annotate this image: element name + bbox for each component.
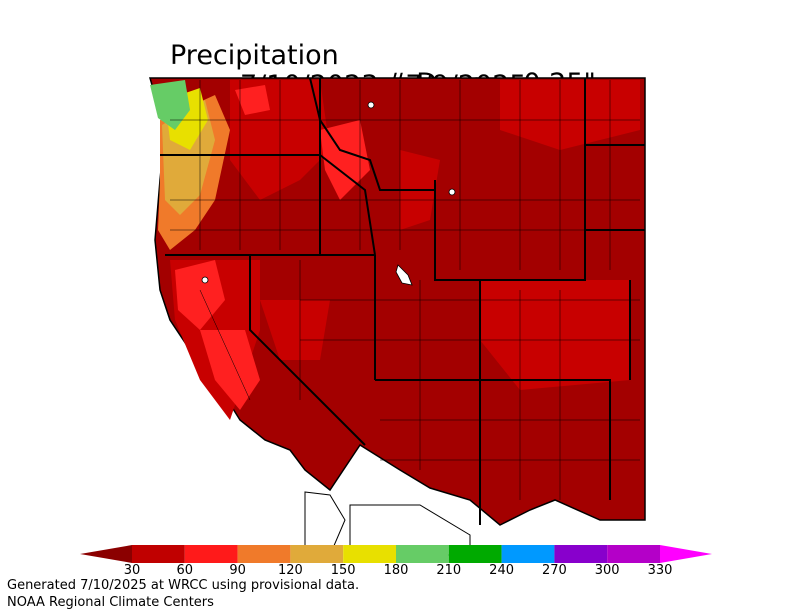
- footer-generated-line: Generated 7/10/2025 at WRCC using provis…: [7, 578, 360, 593]
- legend-swatch: [132, 545, 185, 563]
- bright-red-zones: [175, 85, 370, 410]
- legend-tick-label: 240: [489, 563, 514, 578]
- legend-tick-label: 330: [647, 563, 673, 578]
- county-lines: [170, 80, 640, 500]
- legend-arrow-high: [660, 545, 712, 563]
- legend-tick-label: 210: [436, 563, 462, 578]
- legend-tick-label: 60: [176, 563, 194, 578]
- legend-tick-label: 270: [541, 563, 567, 578]
- legend-arrow-low: [80, 545, 132, 563]
- legend-tick-label: 150: [330, 563, 356, 578]
- legend-swatch: [607, 545, 660, 563]
- legend-tick-label: 180: [383, 563, 409, 578]
- legend-swatch: [554, 545, 608, 563]
- legend-swatch: [448, 545, 502, 563]
- legend-tick-label: 90: [229, 563, 246, 578]
- footer-org-line: NOAA Regional Climate Centers: [7, 595, 214, 610]
- mexico-area: [304, 491, 346, 556]
- legend-swatch: [237, 545, 291, 563]
- green-zone: [150, 80, 190, 130]
- legend-swatch: [501, 545, 555, 563]
- title-variable: Precipitation: [170, 40, 339, 71]
- legend-swatch: [343, 545, 396, 563]
- color-legend: [80, 545, 712, 563]
- legend-tick-label: 300: [594, 563, 620, 578]
- lakes: [201, 101, 456, 286]
- legend-swatch: [290, 545, 344, 563]
- legend-tick-label: 30: [123, 563, 141, 578]
- legend-swatch: [184, 545, 238, 563]
- legend-swatch: [396, 545, 449, 563]
- legend-tick-label: 120: [277, 563, 303, 578]
